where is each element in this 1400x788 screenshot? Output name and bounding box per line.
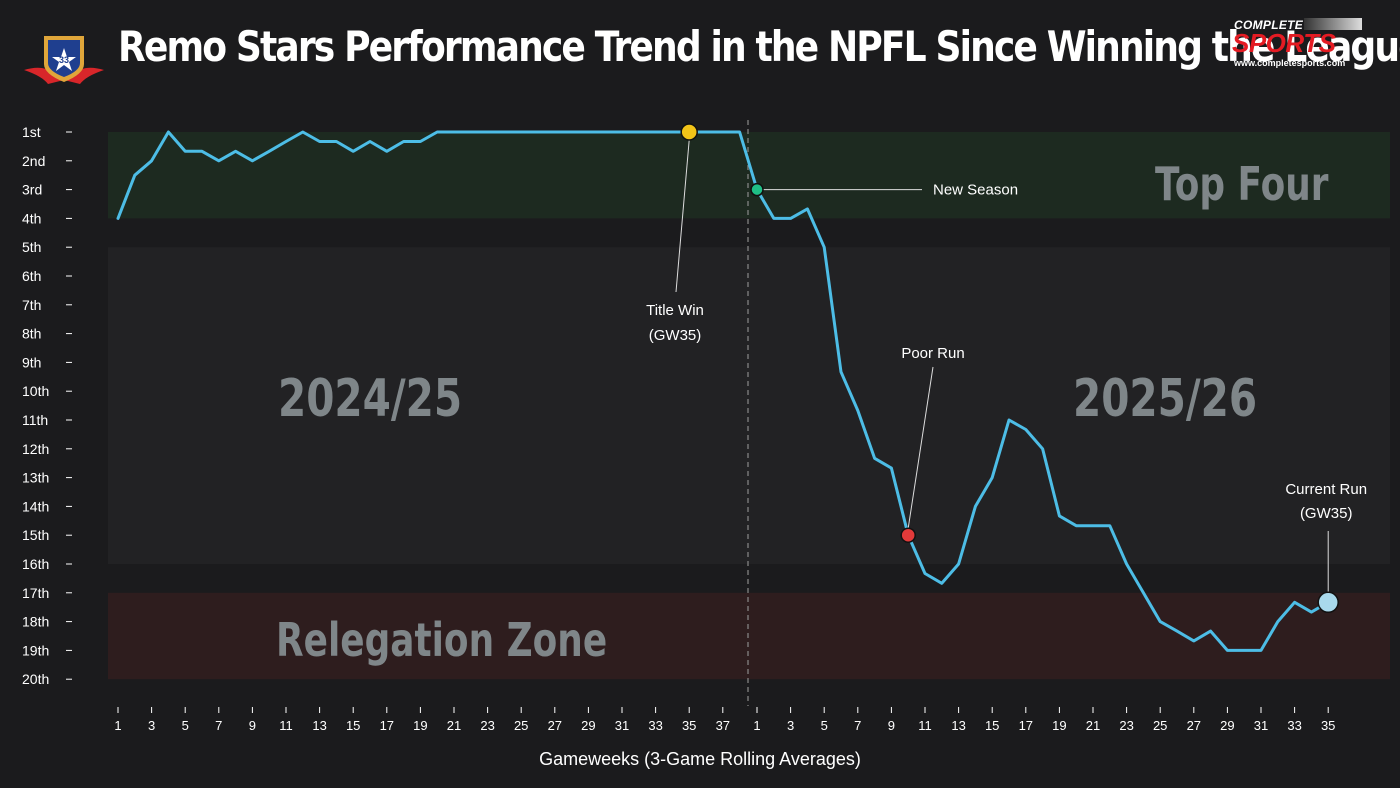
current-run-marker [1317, 591, 1339, 614]
x-tick-label: 19 [1052, 718, 1066, 733]
relegation-zone [108, 592, 1390, 680]
x-tick-label: 11 [279, 718, 293, 733]
y-tick-label: 10th [22, 383, 49, 399]
x-tick-label: 1 [114, 718, 121, 733]
top-four-zone [108, 132, 1390, 219]
x-tick-label: 21 [1086, 718, 1100, 733]
x-tick-label: 5 [821, 718, 828, 733]
poor-run-leader [907, 366, 934, 529]
y-tick-label: 6th [22, 268, 41, 284]
x-tick-label: 7 [215, 718, 222, 733]
y-tick-label: 7th [22, 297, 41, 313]
x-axis-label: Gameweeks (3-Game Rolling Averages) [539, 749, 861, 769]
x-tick-label: 23 [1119, 718, 1133, 733]
x-tick-label: 9 [888, 718, 895, 733]
x-tick-label: 27 [1187, 718, 1201, 733]
x-tick-label: 31 [615, 718, 629, 733]
brand-main-text: SPORTS [1232, 28, 1336, 58]
x-tick-label: 37 [716, 718, 730, 733]
x-tick-label: 25 [1153, 718, 1167, 733]
x-tick-label: 5 [182, 718, 189, 733]
y-tick-label: 13th [22, 470, 49, 486]
x-tick-label: 23 [480, 718, 494, 733]
y-tick-label: 19th [22, 642, 49, 658]
y-tick-label: 18th [22, 614, 49, 630]
y-tick-label: 8th [22, 326, 41, 342]
x-tick-label: 17 [380, 718, 394, 733]
x-tick-label: 7 [854, 718, 861, 733]
x-tick-label: 11 [918, 718, 932, 733]
y-tick-label: 2nd [22, 153, 45, 169]
x-tick-label: 15 [346, 718, 360, 733]
brand-bar [1304, 18, 1362, 30]
x-tick-label: 33 [1287, 718, 1301, 733]
y-tick-label: 14th [22, 498, 49, 514]
x-tick-label: 13 [312, 718, 326, 733]
x-tick-label: 33 [648, 718, 662, 733]
y-tick-label: 9th [22, 354, 41, 370]
title-win-sublabel: (GW35) [649, 327, 702, 344]
top-four-label: Top Four [1155, 158, 1329, 212]
x-tick-label: 25 [514, 718, 528, 733]
title-win-leader [675, 139, 690, 293]
club-crest-icon: 33 [24, 36, 104, 84]
x-tick-label: 3 [787, 718, 794, 733]
brand-top-text: COMPLETE [1234, 18, 1304, 32]
x-tick-label: 29 [581, 718, 595, 733]
x-tick-label: 35 [682, 718, 696, 733]
y-tick-label: 11th [22, 412, 48, 428]
relegation-zone-label: Relegation Zone [276, 614, 607, 668]
rank-trend-line [116, 130, 1330, 652]
x-tick-label: 17 [1019, 718, 1033, 733]
x-tick-label: 27 [548, 718, 562, 733]
y-tick-label: 12th [22, 441, 49, 457]
poor-run-label: Poor Run [901, 345, 964, 362]
title-win-marker [680, 123, 698, 141]
y-tick-label: 15th [22, 527, 49, 543]
svg-text:33: 33 [59, 55, 69, 65]
title-win-label: Title Win [646, 302, 704, 319]
current-run-sublabel: (GW35) [1300, 505, 1353, 522]
season-label-2025-26: 2025/26 [1073, 368, 1257, 428]
x-tick-label: 21 [447, 718, 461, 733]
x-tick-label: 31 [1254, 718, 1268, 733]
new-season-label: New Season [933, 182, 1018, 199]
y-tick-label: 17th [22, 585, 49, 601]
x-tick-label: 15 [985, 718, 999, 733]
x-tick-label: 35 [1321, 718, 1335, 733]
x-tick-label: 29 [1220, 718, 1234, 733]
new-season-marker [750, 182, 764, 197]
x-tick-label: 13 [951, 718, 965, 733]
x-tick-label: 9 [249, 718, 256, 733]
x-tick-label: 19 [413, 718, 427, 733]
page-title: Remo Stars Performance Trend in the NPFL… [118, 22, 1400, 71]
brand-logo: COMPLETE SPORTS www.completesports.com [1232, 16, 1364, 72]
y-tick-label: 5th [22, 239, 41, 255]
y-tick-label: 4th [22, 210, 41, 226]
poor-run-marker [900, 527, 916, 543]
current-run-label: Current Run [1285, 481, 1367, 498]
y-tick-label: 20th [22, 671, 49, 687]
y-tick-label: 16th [22, 556, 49, 572]
x-tick-label: 3 [148, 718, 155, 733]
y-tick-label: 3rd [22, 182, 42, 198]
season-label-2024-25: 2024/25 [278, 368, 462, 428]
header: 33 Remo Stars Performance Trend in the N… [0, 0, 1400, 110]
x-tick-label: 1 [753, 718, 760, 733]
mid-table-zone [108, 247, 1390, 564]
y-tick-label: 1st [22, 124, 41, 140]
brand-url: www.completesports.com [1234, 58, 1346, 68]
